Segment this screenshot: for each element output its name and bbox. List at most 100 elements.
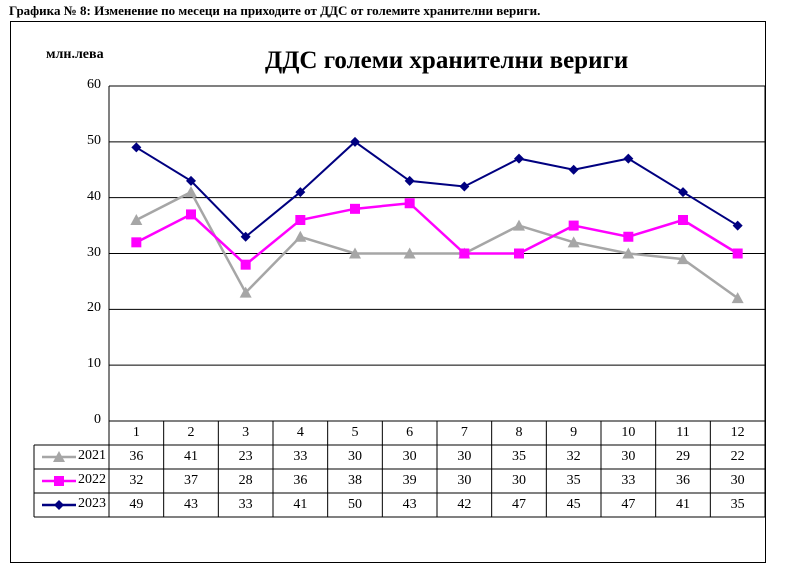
marker-point (568, 220, 579, 231)
marker-point (186, 209, 196, 220)
data-label: 45 (566, 497, 581, 512)
data-label: 29 (676, 449, 690, 464)
marker-point (459, 248, 470, 259)
data-label: 43 (184, 497, 198, 512)
marker-point (240, 231, 251, 242)
data-label: 36 (676, 473, 690, 488)
marker-point (54, 500, 64, 510)
marker-point (623, 153, 634, 164)
marker-point (349, 247, 361, 259)
data-label: 50 (348, 497, 362, 512)
x-tick-label: 9 (570, 425, 578, 440)
data-label: 32 (566, 449, 581, 464)
marker-point (240, 259, 251, 270)
data-label: 36 (293, 473, 308, 488)
data-label: 30 (730, 473, 745, 488)
legend-label-2023: 2023 (78, 496, 106, 511)
y-tick-label: 30 (87, 244, 101, 260)
marker-point (732, 220, 743, 231)
data-label: 43 (402, 497, 417, 512)
series-line-2023 (135, 140, 739, 239)
marker-point (131, 142, 142, 153)
data-label: 30 (457, 473, 472, 488)
data-label: 30 (402, 449, 417, 464)
x-tick-label: 8 (515, 425, 523, 440)
marker-point (513, 219, 525, 231)
data-label: 33 (293, 449, 308, 464)
series-line-2021 (135, 190, 739, 300)
data-label: 35 (512, 449, 526, 464)
data-label: 35 (730, 497, 745, 512)
data-label: 49 (129, 497, 144, 512)
data-label: 30 (348, 449, 362, 464)
x-tick-label: 10 (621, 425, 636, 440)
marker-point (185, 186, 197, 198)
data-label: 30 (621, 449, 636, 464)
legend-label-2022: 2022 (78, 472, 106, 487)
marker-point (567, 236, 580, 248)
data-label: 28 (238, 473, 253, 488)
x-tick-label: 5 (351, 425, 359, 440)
data-label: 41 (676, 497, 690, 512)
y-tick-label: 60 (87, 77, 101, 92)
marker-point (732, 248, 743, 259)
data-label: 41 (293, 497, 308, 512)
x-tick-label: 12 (730, 425, 745, 440)
marker-point (678, 215, 688, 225)
marker-point (131, 237, 142, 248)
marker-point (54, 476, 64, 486)
data-label: 36 (129, 449, 144, 464)
data-label: 22 (730, 449, 745, 464)
marker-point (622, 247, 635, 259)
y-tick-label: 0 (94, 412, 101, 427)
y-tick-label: 10 (87, 356, 101, 372)
y-tick-label: 50 (87, 132, 101, 148)
y-axis-unit-label: млн.лева (46, 47, 104, 62)
marker-point (568, 164, 579, 175)
marker-point (404, 175, 415, 186)
figure-caption: Графика № 8: Изменение по месеци на прих… (9, 3, 541, 18)
marker-point (459, 181, 470, 192)
data-label: 47 (512, 497, 526, 512)
marker-point (350, 203, 360, 214)
data-label: 23 (238, 449, 253, 464)
marker-point (404, 198, 415, 209)
marker-point (130, 214, 143, 225)
marker-point (294, 230, 307, 242)
marker-point (623, 231, 634, 242)
marker-point (186, 175, 196, 186)
y-tick-label: 40 (87, 188, 101, 204)
data-label: 37 (184, 473, 198, 488)
marker-point (403, 247, 416, 259)
x-tick-label: 2 (187, 425, 195, 440)
data-label: 33 (621, 473, 636, 488)
data-label: 39 (402, 473, 417, 488)
data-label: 35 (566, 473, 581, 488)
marker-point (350, 136, 360, 147)
data-label: 30 (512, 473, 526, 488)
x-tick-label: 4 (296, 425, 304, 440)
data-label: 32 (129, 473, 144, 488)
marker-point (514, 248, 524, 259)
data-label: 30 (457, 449, 472, 464)
x-tick-label: 3 (242, 425, 250, 440)
data-label: 38 (348, 473, 362, 488)
series-line-2022 (135, 201, 739, 267)
x-tick-label: 6 (406, 425, 414, 440)
x-tick-label: 11 (676, 425, 690, 440)
data-label: 33 (238, 497, 253, 512)
x-tick-label: 7 (460, 425, 468, 440)
y-tick-label: 20 (87, 300, 101, 316)
legend-label-2021: 2021 (78, 448, 106, 463)
data-label: 42 (457, 497, 472, 512)
marker-point (678, 187, 688, 198)
marker-point (677, 253, 689, 265)
marker-point (295, 215, 306, 225)
x-tick-label: 1 (132, 425, 140, 440)
marker-point (731, 292, 744, 304)
marker-point (295, 187, 306, 198)
data-label: 47 (621, 497, 636, 512)
marker-point (53, 451, 65, 462)
data-label: 41 (184, 449, 198, 464)
